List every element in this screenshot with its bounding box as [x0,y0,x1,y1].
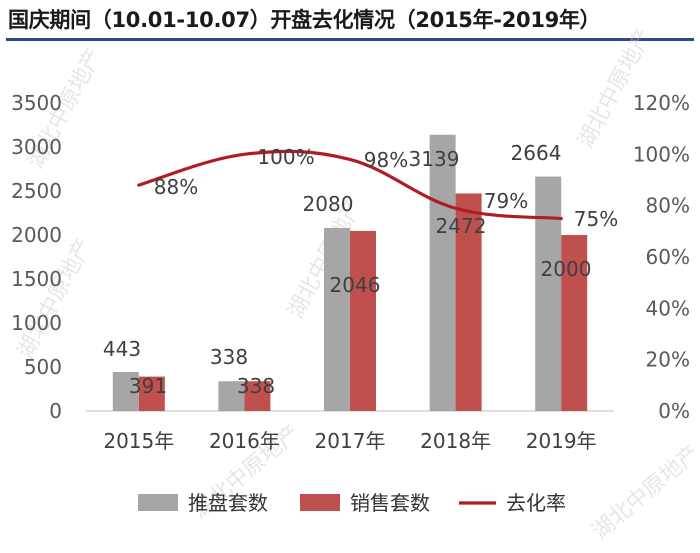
x-axis-category: 2017年 [315,429,386,453]
bar-sales [244,381,271,411]
title-underline [6,38,694,41]
data-label-sales: 391 [129,374,167,398]
chart-title: 国庆期间（10.01-10.07）开盘去化情况（2015年-2019年） [8,8,601,32]
data-label-rate: 100% [257,145,314,169]
watermark-text: 湖北中原地产 [588,441,700,545]
left-axis-tick: 500 [24,355,62,379]
left-y-axis: 0 500 1000 1500 2000 2500 3000 3500 [11,91,62,423]
legend-label-supply: 推盘套数 [188,491,268,515]
bar-sales [350,230,376,411]
bar-supply [218,381,245,411]
data-label-sales: 2472 [436,214,487,238]
data-label-supply: 2080 [303,192,354,216]
bar-series [112,134,588,411]
data-label-rate: 88% [154,175,198,199]
right-axis-tick: 80% [646,194,690,218]
right-axis-tick: 60% [646,245,690,269]
rate-line-series [137,149,563,221]
bar-supply [535,176,562,411]
left-axis-tick: 1500 [11,267,62,291]
data-label-rate: 79% [484,189,528,213]
data-label-sales: 338 [237,374,275,398]
data-label-sales: 2046 [330,273,381,297]
right-axis-tick: 120% [633,91,690,115]
bar-supply [112,372,139,411]
data-label-supply: 443 [103,337,141,361]
watermark-text: 湖北中原地产 [13,235,97,363]
bar-sales [138,376,165,411]
x-axis-category: 2019年 [526,429,597,453]
data-label-supply: 2664 [511,141,562,165]
left-axis-tick: 2500 [11,179,62,203]
left-axis-tick: 3000 [11,135,62,159]
data-labels: 443 338 2080 3139 2664 391 338 2046 2472 2000 88% 1… [103,141,618,398]
data-label-rate: 98% [364,148,408,172]
x-axis-category: 2016年 [209,429,280,453]
bar-supply [324,227,350,411]
data-label-supply: 3139 [409,147,460,171]
data-label-supply: 338 [210,345,248,369]
right-axis-tick: 40% [646,296,690,320]
bar-supply [429,134,456,411]
left-axis-tick: 3500 [11,91,62,115]
legend: 推盘套数 销售套数 去化率 [138,491,566,515]
left-axis-tick: 1000 [11,311,62,335]
legend-swatch-sales [300,494,340,511]
right-axis-tick: 20% [646,348,690,372]
data-label-sales: 2000 [541,257,592,281]
right-axis-tick: 100% [633,142,690,166]
x-axis-categories: 2015年 2016年 2017年 2018年 2019年 [103,429,596,453]
right-axis-tick: 0% [658,399,690,423]
x-axis-category: 2015年 [103,429,174,453]
data-label-rate: 75% [574,207,618,231]
left-axis-tick: 0 [49,399,62,423]
x-axis-category: 2018年 [420,429,491,453]
bar-sales [455,193,482,411]
left-axis-tick: 2000 [11,223,62,247]
watermark-text: 湖北中原地产 [573,25,657,153]
right-y-axis: 0% 20% 40% 60% 80% 100% 120% [633,91,690,423]
legend-swatch-supply [138,494,178,511]
legend-label-sales: 销售套数 [350,491,430,515]
bar-sales [561,235,588,411]
legend-label-rate: 去化率 [506,491,566,515]
